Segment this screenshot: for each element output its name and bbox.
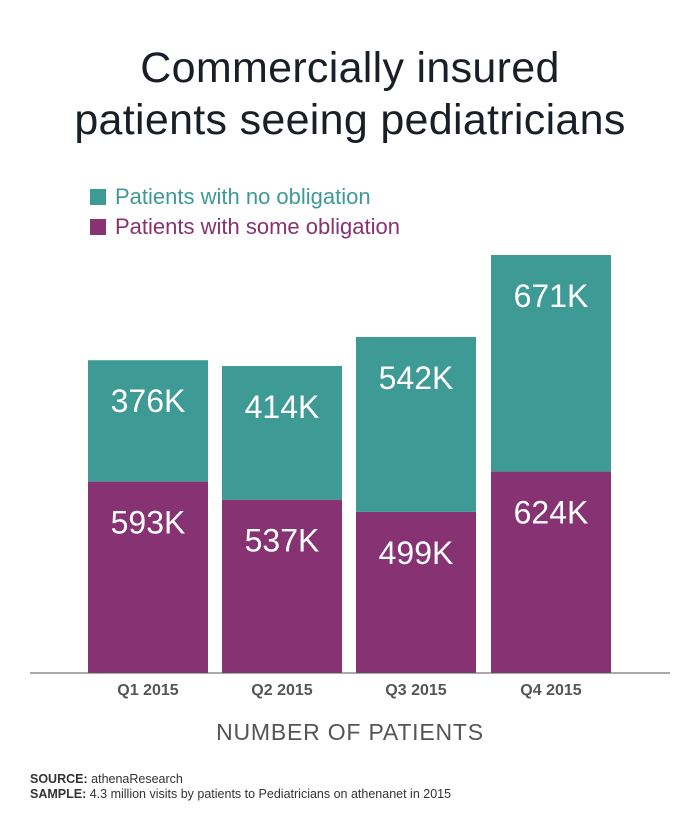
bar-label-patients-with-no-obligation-3: 542K	[379, 360, 454, 396]
bar-label-patients-with-some-obligation-3: 499K	[379, 535, 454, 571]
sample-label: SAMPLE:	[30, 787, 87, 801]
legend-item-no-obligation: Patients with no obligation	[90, 182, 400, 212]
chart-title-line-2: patients seeing pediatricians	[74, 96, 626, 144]
x-tick-label-2: Q2 2015	[251, 682, 312, 699]
sample-text: 4.3 million visits by patients to Pediat…	[89, 787, 452, 801]
legend-label-no-obligation: Patients with no obligation	[115, 184, 371, 209]
chart-title: Commercially insured patients seeing ped…	[0, 42, 700, 146]
x-tick-label-4: Q4 2015	[520, 682, 581, 699]
bar-label-patients-with-some-obligation-4: 624K	[514, 495, 589, 531]
bar-segment-patients-with-some-obligation-4	[491, 471, 611, 673]
legend-item-some-obligation: Patients with some obligation	[90, 212, 400, 242]
chart-title-line-1: Commercially insured	[140, 44, 560, 92]
bar-label-patients-with-some-obligation-1: 593K	[111, 505, 186, 541]
bar-segment-patients-with-some-obligation-1	[88, 481, 208, 673]
bar-segment-patients-with-some-obligation-3	[356, 511, 476, 673]
chart-legend: Patients with no obligation Patients wit…	[90, 182, 400, 242]
source-note: SOURCE: athenaResearch	[30, 772, 183, 786]
bar-segment-patients-with-no-obligation-3	[356, 336, 476, 512]
x-tick-label-1: Q1 2015	[117, 682, 178, 699]
source-label: SOURCE:	[30, 772, 88, 786]
bar-segment-patients-with-no-obligation-1	[88, 360, 208, 482]
x-tick-label-3: Q3 2015	[385, 682, 446, 699]
bar-label-patients-with-no-obligation-1: 376K	[111, 383, 186, 419]
bar-label-patients-with-no-obligation-2: 414K	[245, 389, 320, 425]
bar-segment-patients-with-no-obligation-2	[222, 366, 342, 500]
bar-label-patients-with-no-obligation-4: 671K	[514, 278, 589, 314]
bar-label-patients-with-some-obligation-2: 537K	[245, 523, 320, 559]
x-axis-title: NUMBER OF PATIENTS	[216, 719, 484, 745]
legend-swatch-no-obligation	[90, 189, 106, 205]
legend-swatch-some-obligation	[90, 219, 106, 235]
sample-note: SAMPLE: 4.3 million visits by patients t…	[30, 787, 451, 801]
source-text: athenaResearch	[91, 772, 183, 786]
bar-segment-patients-with-no-obligation-4	[491, 255, 611, 472]
bar-segment-patients-with-some-obligation-2	[222, 499, 342, 673]
legend-label-some-obligation: Patients with some obligation	[115, 214, 400, 239]
